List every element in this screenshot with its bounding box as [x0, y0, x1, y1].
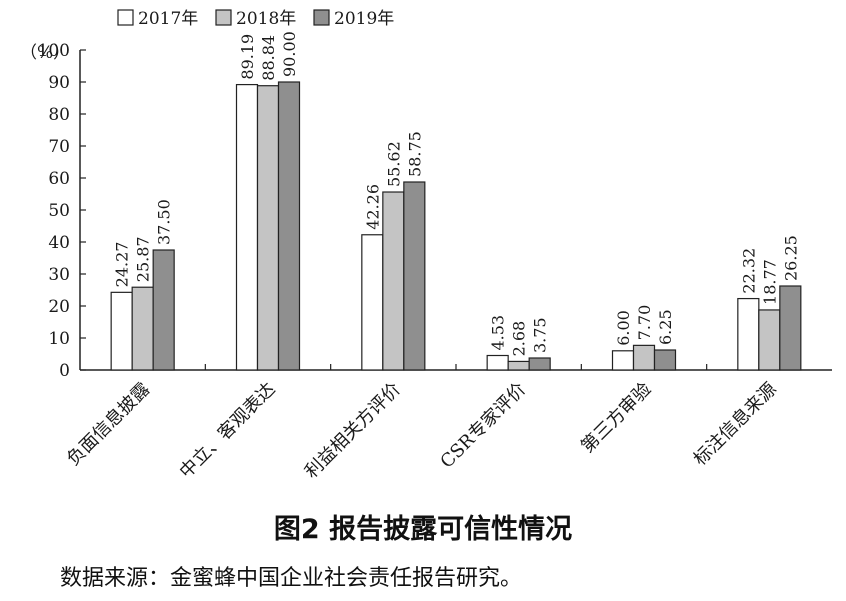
data-label: 22.32: [739, 248, 758, 294]
legend-swatch: [313, 9, 330, 26]
bar: [611, 350, 635, 371]
y-axis-label: （%）: [20, 43, 70, 63]
x-category-label: 利益相关方评价: [301, 379, 405, 483]
bar: [737, 297, 760, 371]
data-label: 24.27: [113, 242, 132, 288]
bar: [110, 291, 133, 371]
data-label: 6.00: [614, 310, 633, 346]
chart-title: 图2 报告披露可信性情况: [273, 514, 573, 545]
x-category-label: 负面信息披露: [63, 379, 154, 470]
data-label: 18.77: [760, 259, 779, 305]
data-label: 55.62: [384, 141, 403, 187]
bar: [361, 234, 384, 371]
data-label: 58.75: [405, 131, 424, 177]
y-tick-label: 100: [38, 41, 70, 61]
bar: [632, 344, 656, 371]
bar: [507, 360, 530, 371]
bar: [486, 354, 509, 371]
y-tick-label: 50: [48, 201, 70, 221]
bar-chart-svg: 0 10 20 30 40 50 60 70 80 90 100（%） 24.27 25.8737.50…: [20, 9, 832, 483]
data-label: 4.53: [489, 315, 508, 351]
bar: [131, 286, 154, 371]
chart: 0 10 20 30 40 50 60 70 80 90 100 （%） 24.27 25.87 37.50…: [20, 9, 832, 483]
legend-swatch: [117, 9, 134, 26]
bar: [779, 285, 802, 371]
chart-source: 数据来源：金蜜蜂中国企业社会责任报告研究。: [60, 566, 523, 591]
data-label: 3.75: [531, 317, 550, 353]
data-label: 42.26: [363, 184, 382, 230]
bar: [277, 81, 301, 371]
legend-swatch: [215, 9, 232, 26]
y-tick-label: 20: [48, 297, 70, 317]
data-label: 90.00: [280, 31, 299, 77]
data-label: 26.25: [781, 235, 800, 281]
y-tick-label: 70: [48, 137, 70, 157]
bar: [403, 181, 426, 371]
bar: [235, 83, 259, 371]
data-label: 25.87: [134, 236, 153, 282]
data-label: 2.68: [510, 321, 529, 357]
bar: [528, 357, 551, 371]
y-tick-label: 40: [48, 233, 70, 253]
bar: [653, 349, 677, 371]
y-tick-label: 60: [48, 169, 70, 189]
x-category-label: 中立、客观表达: [176, 379, 280, 483]
data-label: 7.70: [635, 305, 654, 341]
data-label: 6.25: [656, 309, 675, 345]
x-category-label: 第三方审验: [577, 379, 655, 457]
x-category-label: 标注信息来源: [690, 379, 781, 470]
bar: [382, 191, 405, 371]
y-tick-label: 80: [48, 105, 70, 125]
legend-label: 2019年: [334, 9, 394, 29]
y-tick-label: 30: [48, 265, 70, 285]
legend-label: 2017年: [138, 9, 198, 29]
bar: [256, 85, 280, 371]
data-label: 37.50: [155, 199, 174, 245]
data-label: 88.84: [259, 35, 278, 81]
y-tick-label: 10: [48, 329, 70, 349]
bar: [152, 249, 175, 371]
y-tick-label: 90: [48, 73, 70, 93]
legend-label: 2018年: [236, 9, 296, 29]
y-tick-label: 0: [59, 361, 70, 381]
data-label: 89.19: [238, 34, 257, 80]
bar: [758, 309, 781, 371]
x-category-label: CSR专家评价: [436, 379, 530, 473]
